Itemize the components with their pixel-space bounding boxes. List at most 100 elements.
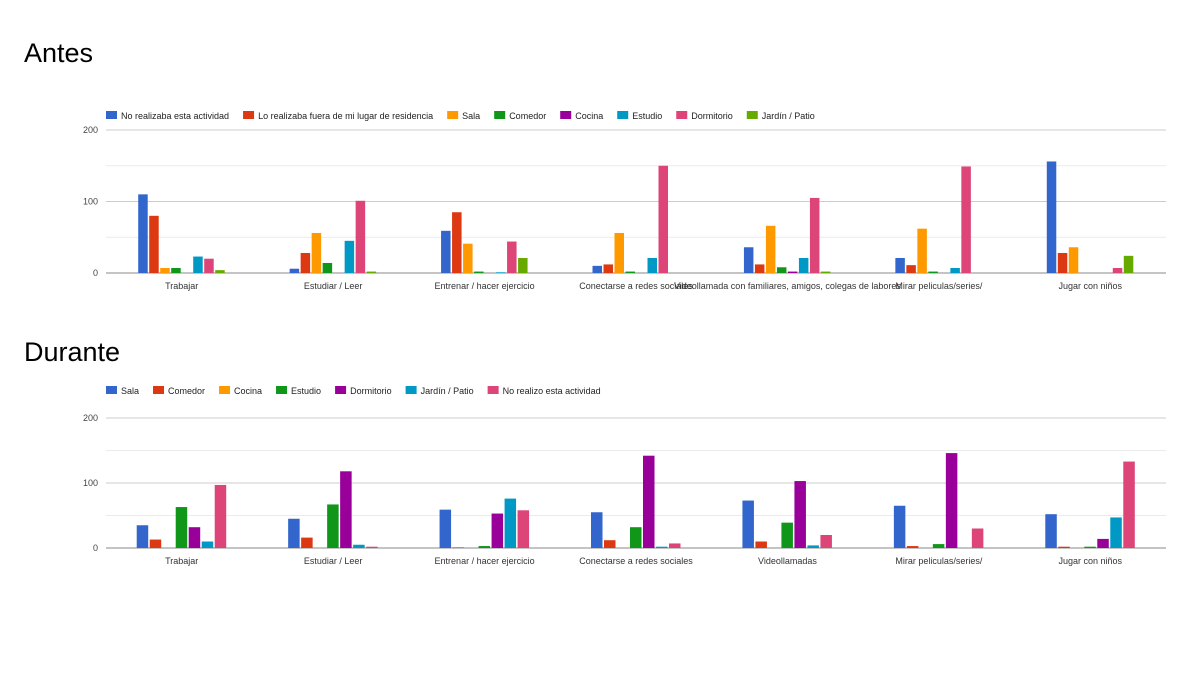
- durante-y-tick-label: 100: [83, 478, 98, 488]
- antes-bar: [463, 243, 473, 273]
- durante-bar: [643, 455, 655, 548]
- durante-bar: [136, 525, 149, 548]
- antes-bar: [355, 200, 366, 273]
- durante-category-label: Videollamadas: [758, 556, 817, 566]
- durante-bar: [794, 481, 806, 548]
- durante-bar: [1084, 546, 1096, 548]
- durante-legend-label: Jardín / Patio: [421, 386, 474, 396]
- antes-bar: [366, 271, 377, 273]
- antes-bar: [1046, 161, 1057, 273]
- antes-bar: [300, 252, 311, 273]
- durante-category-label: Conectarse a redes sociales: [579, 556, 693, 566]
- antes-bar: [289, 268, 300, 273]
- antes-bar: [895, 257, 905, 273]
- durante-bar: [945, 453, 958, 548]
- antes-bar: [950, 267, 960, 273]
- durante-bar: [327, 504, 339, 548]
- antes-bar: [820, 271, 831, 273]
- antes-bar: [798, 257, 809, 273]
- durante-y-tick-label: 0: [93, 543, 98, 553]
- durante-bar: [301, 537, 313, 548]
- antes-bar: [204, 258, 214, 273]
- antes-bar: [928, 271, 938, 273]
- title-durante: Durante: [24, 337, 121, 367]
- chart-antes: 0 100 200 No realizaba esta actividad Lo rea…: [83, 111, 1166, 291]
- durante-bar: [214, 484, 227, 548]
- durante-bar: [366, 546, 378, 548]
- antes-category-label: Jugar con niños: [1059, 281, 1123, 291]
- durante-bar: [755, 541, 767, 548]
- antes-category-label: Conectarse a redes sociales: [579, 281, 693, 291]
- durante-bar: [1058, 546, 1070, 548]
- antes-legend-label: Lo realizaba fuera de mi lugar de reside…: [258, 111, 433, 121]
- antes-bar: [149, 215, 159, 273]
- antes-category-label: Mirar peliculas/series/: [895, 281, 983, 291]
- durante-bar: [201, 541, 214, 548]
- antes-y-tick-label: 100: [83, 197, 98, 207]
- durante-bar: [175, 507, 188, 548]
- antes-category-label: Entrenar / hacer ejercicio: [435, 281, 535, 291]
- antes-legend-swatch: [243, 111, 255, 119]
- durante-legend-label: Cocina: [234, 386, 262, 396]
- durante-bar: [604, 540, 616, 548]
- durante-bar: [669, 543, 681, 548]
- antes-bar: [160, 267, 170, 273]
- durante-bar: [742, 500, 754, 548]
- antes-bar: [961, 166, 971, 273]
- durante-bar: [971, 528, 984, 548]
- antes-bar: [507, 241, 517, 273]
- antes-bar: [787, 271, 798, 273]
- durante-bar: [630, 527, 642, 548]
- antes-legend-label: Jardín / Patio: [762, 111, 815, 121]
- antes-bar: [592, 265, 602, 273]
- antes-category-label: Trabajar: [165, 281, 198, 291]
- antes-bar: [743, 247, 754, 273]
- durante-category-label: Estudiar / Leer: [304, 556, 363, 566]
- antes-bar: [215, 270, 225, 273]
- durante-bar: [1110, 517, 1122, 548]
- durante-bar: [149, 539, 162, 548]
- durante-legend-label: Dormitorio: [350, 386, 392, 396]
- antes-bar: [322, 262, 333, 273]
- antes-legend-label: Dormitorio: [691, 111, 733, 121]
- durante-legend-swatch: [106, 386, 117, 394]
- antes-legend-label: Estudio: [632, 111, 662, 121]
- durante-bar: [439, 509, 452, 548]
- durante-y-tick-label: 200: [83, 413, 98, 423]
- durante-bar: [1123, 461, 1135, 548]
- antes-bar: [1123, 255, 1134, 273]
- durante-legend-swatch: [153, 386, 165, 394]
- antes-bar: [1112, 267, 1123, 273]
- durante-bar: [288, 518, 300, 548]
- antes-y-tick-label: 200: [83, 125, 98, 135]
- antes-bar: [614, 232, 624, 273]
- durante-bar: [932, 544, 945, 548]
- antes-bar: [1068, 247, 1079, 273]
- durante-bar: [656, 546, 668, 548]
- durante-legend-label: No realizo esta actividad: [503, 386, 601, 396]
- durante-legend-label: Sala: [121, 386, 139, 396]
- durante-bar: [504, 498, 517, 548]
- durante-category-label: Entrenar / hacer ejercicio: [435, 556, 535, 566]
- durante-category-label: Jugar con niños: [1059, 556, 1123, 566]
- antes-bar: [1057, 252, 1068, 273]
- title-antes: Antes: [24, 38, 94, 68]
- antes-legend-swatch: [494, 111, 506, 119]
- antes-bar: [496, 272, 506, 273]
- antes-legend-swatch: [676, 111, 688, 119]
- antes-bar: [138, 194, 148, 273]
- antes-bar: [809, 197, 820, 273]
- antes-bar: [344, 240, 355, 273]
- durante-bar: [820, 535, 832, 548]
- antes-bar: [603, 264, 613, 273]
- durante-bar: [893, 505, 906, 548]
- durante-bar: [491, 513, 504, 548]
- durante-bar: [188, 527, 201, 548]
- antes-category-label: Videollamada con familiares, amigos, col…: [674, 281, 901, 291]
- antes-bar: [906, 265, 916, 273]
- antes-bar: [452, 212, 462, 273]
- antes-bar: [518, 257, 528, 273]
- chart-durante: 0 100 200 Sala Comedor Cocina Estudio Dormitori…: [83, 386, 1166, 566]
- antes-bar: [917, 228, 927, 273]
- antes-bar: [193, 256, 203, 273]
